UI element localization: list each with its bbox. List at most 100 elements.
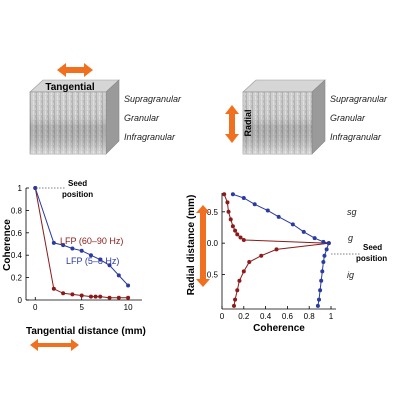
data-point	[317, 297, 322, 302]
data-point	[252, 202, 257, 207]
data-point	[51, 286, 56, 291]
data-point	[259, 253, 264, 258]
data-point	[126, 283, 131, 288]
data-point	[276, 214, 281, 219]
x-axis-label: Coherence	[253, 323, 305, 334]
data-point	[107, 295, 112, 300]
x-tick-label: 0.8	[304, 312, 316, 321]
data-point	[225, 200, 230, 205]
data-point	[98, 294, 103, 299]
legend-lfp-theta: LFP (5–8 Hz)	[66, 256, 119, 266]
data-point	[241, 196, 246, 201]
x-tick-label: 10	[124, 303, 133, 312]
data-point	[88, 253, 93, 258]
data-point	[241, 238, 246, 243]
x-tick-label: 5	[79, 303, 84, 312]
series-line	[34, 187, 129, 286]
data-point	[93, 294, 98, 299]
data-point	[226, 209, 231, 214]
data-point	[233, 228, 238, 233]
series-lfp-gamma	[222, 192, 331, 308]
y-axis-double-arrow	[196, 205, 210, 287]
radial-coherence-chart: -0.50.00.5 0 0.2 0.4 0.6 0.8 1 Seed position …	[186, 192, 387, 334]
data-point	[33, 186, 38, 190]
data-point	[265, 208, 270, 213]
data-point	[79, 248, 84, 253]
y-tick-label: 0	[18, 296, 23, 305]
x-tick-label: 0.4	[260, 312, 272, 321]
seed-label-line1: Seed	[68, 179, 87, 188]
x-tick-label: 0.6	[282, 312, 294, 321]
x-axis-double-arrow	[30, 339, 79, 351]
radial-double-arrow	[225, 105, 239, 143]
data-point	[107, 263, 112, 268]
layer-abbrev-g: g	[348, 233, 353, 243]
layer-label-infragranular: Infragranular	[330, 132, 382, 142]
series-lfp-theta	[230, 192, 331, 308]
data-point	[315, 303, 320, 308]
radial-cube-illustration: Radial Supragranular Granular Infragranu…	[225, 79, 388, 155]
series-line	[232, 193, 330, 306]
data-point	[61, 291, 66, 296]
data-point	[237, 278, 242, 283]
cube-side-face	[311, 79, 326, 155]
data-point	[98, 257, 103, 262]
data-point	[322, 253, 327, 258]
x-axis-label: Tangential distance (mm)	[26, 326, 146, 337]
cube-front-shading	[30, 92, 106, 154]
data-point	[126, 295, 131, 300]
data-point	[70, 246, 75, 251]
data-point	[233, 297, 238, 302]
data-point	[320, 269, 325, 274]
x-tick-label: 0	[220, 312, 225, 321]
data-point	[274, 247, 279, 252]
x-tick-label: 0.2	[238, 312, 250, 321]
layer-abbrev-ig: ig	[347, 270, 354, 280]
y-tick-label: 0.2	[11, 274, 23, 283]
layer-label-supragranular: Supragranular	[330, 94, 388, 104]
cube-side-face	[105, 79, 120, 155]
data-point	[321, 259, 326, 264]
x-tick-label: 1	[329, 312, 334, 321]
cube-top-face	[242, 79, 326, 93]
y-tick-label: 0.4	[11, 251, 23, 260]
y-tick-label: 0.5	[207, 271, 219, 280]
tangential-cube-illustration: Tangential Supragranular Granular Infrag…	[29, 63, 182, 155]
data-point	[230, 224, 235, 229]
data-point	[312, 236, 317, 241]
data-point	[231, 303, 236, 308]
data-point	[290, 222, 295, 227]
data-point	[241, 269, 246, 274]
data-point	[301, 229, 306, 234]
data-point	[222, 192, 227, 197]
layer-label-granular: Granular	[124, 113, 160, 123]
data-point	[235, 288, 240, 293]
data-point	[235, 232, 240, 237]
seed-label-line2: position	[356, 254, 387, 263]
series-lfp-theta	[33, 186, 131, 288]
layer-label-granular: Granular	[330, 113, 366, 123]
seed-label-line2: position	[62, 190, 93, 199]
data-point	[88, 294, 93, 299]
layer-abbrev-sg: sg	[347, 207, 357, 217]
y-tick-label: 0.8	[11, 206, 23, 215]
data-point	[70, 292, 75, 297]
data-point	[116, 295, 121, 300]
data-point	[318, 288, 323, 293]
y-tick-label: -0.5	[204, 208, 218, 217]
data-point	[116, 273, 121, 278]
data-point	[51, 240, 56, 245]
data-point	[79, 293, 84, 298]
data-point	[228, 217, 233, 222]
y-axis-label: Radial distance (mm)	[186, 195, 197, 296]
tangential-coherence-chart: 0 0.2 0.4 0.6 0.8 1 0 5 10 Seed position LFP (6…	[2, 179, 146, 351]
cube-label-tangential: Tangential	[45, 82, 94, 93]
seed-label-line1: Seed	[363, 243, 382, 252]
data-point	[319, 278, 324, 283]
y-tick-label: 0.0	[207, 239, 219, 248]
y-tick-label: 1	[18, 184, 23, 193]
data-point	[247, 259, 252, 264]
cube-label-radial: Radial	[243, 109, 253, 136]
data-point	[326, 241, 331, 246]
